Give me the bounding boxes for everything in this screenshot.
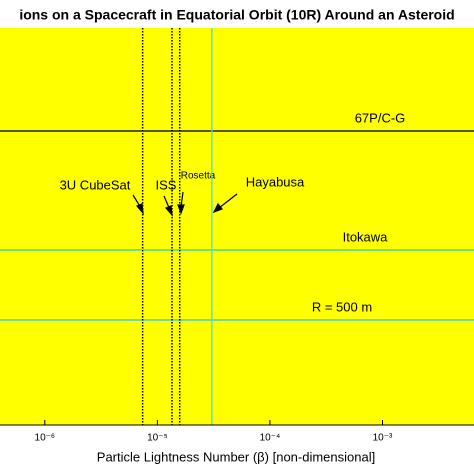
reference-label: Itokawa <box>343 229 389 244</box>
vertical-line-label: Rosetta <box>181 171 216 182</box>
plot-area <box>0 28 474 425</box>
x-tick-label: 10⁻³ <box>373 433 393 444</box>
arrows <box>132 191 238 217</box>
reference-label: R = 500 m <box>312 299 372 314</box>
x-tick-label: 10⁻⁴ <box>260 433 281 444</box>
vertical-line-label: 3U CubeSat <box>60 177 131 192</box>
x-tick-label: 10⁻⁵ <box>147 433 168 444</box>
vertical-line-label: Hayabusa <box>246 174 305 189</box>
x-tick-label: 10⁻⁶ <box>35 433 56 444</box>
vertical-line-label: ISS <box>156 177 177 192</box>
chart-title: ions on a Spacecraft in Equatorial Orbit… <box>19 7 454 23</box>
reference-label: 67P/C-G <box>355 110 406 125</box>
x-axis-label: Particle Lightness Number (β) [non-dimen… <box>97 449 375 464</box>
